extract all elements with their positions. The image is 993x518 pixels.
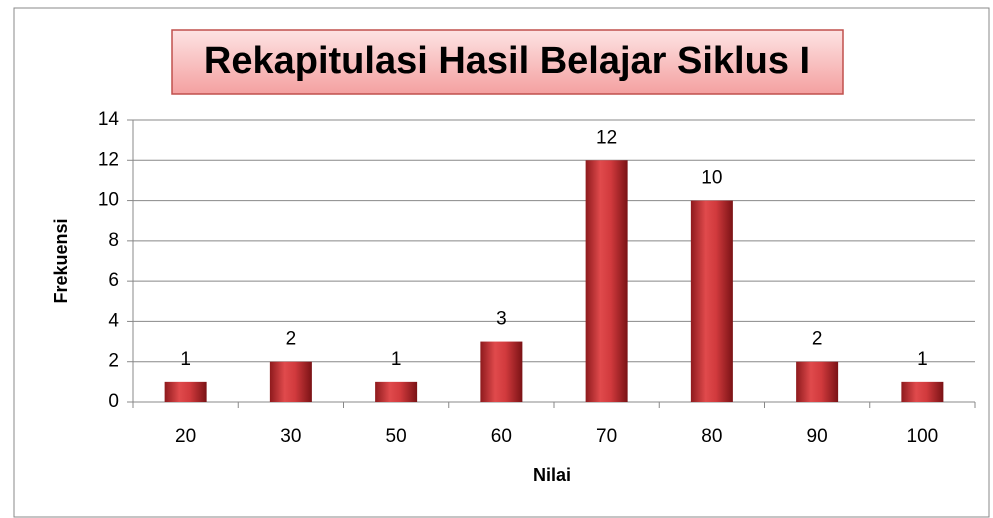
- x-tick-label: 60: [491, 426, 512, 447]
- x-tick-label: 90: [807, 426, 828, 447]
- x-tick-label: 20: [175, 426, 196, 447]
- bar: [585, 160, 628, 402]
- data-label: 1: [391, 349, 402, 370]
- y-tick-label: 4: [108, 310, 119, 331]
- x-tick-label: 70: [596, 426, 617, 447]
- x-tick-label: 30: [280, 426, 301, 447]
- bar: [164, 381, 207, 402]
- y-axis-title: Frekuensi: [51, 218, 71, 303]
- y-tick-label: 14: [98, 109, 120, 130]
- x-axis-title: Nilai: [533, 465, 571, 485]
- bar: [690, 200, 733, 402]
- y-tick-label: 2: [108, 351, 119, 372]
- y-tick-label: 12: [98, 149, 119, 170]
- y-tick-label: 0: [108, 391, 119, 412]
- data-label: 10: [701, 168, 722, 189]
- bar: [269, 361, 312, 402]
- y-tick-label: 6: [108, 270, 119, 291]
- data-label: 12: [596, 127, 617, 148]
- data-label: 2: [812, 329, 823, 350]
- bar: [796, 361, 839, 402]
- bar: [375, 381, 418, 402]
- title-box: [171, 29, 844, 95]
- y-tick-label: 10: [98, 190, 119, 211]
- data-label: 2: [286, 329, 297, 350]
- bar: [901, 381, 944, 402]
- data-label: 3: [496, 309, 507, 330]
- chart-title: Rekapitulasi Hasil Belajar Siklus I: [204, 40, 810, 82]
- data-label: 1: [180, 349, 191, 370]
- x-tick-label: 50: [386, 426, 407, 447]
- y-tick-label: 8: [108, 230, 119, 251]
- x-tick-label: 100: [907, 426, 939, 447]
- x-tick-label: 80: [701, 426, 722, 447]
- data-label: 1: [917, 349, 928, 370]
- bar: [480, 341, 523, 402]
